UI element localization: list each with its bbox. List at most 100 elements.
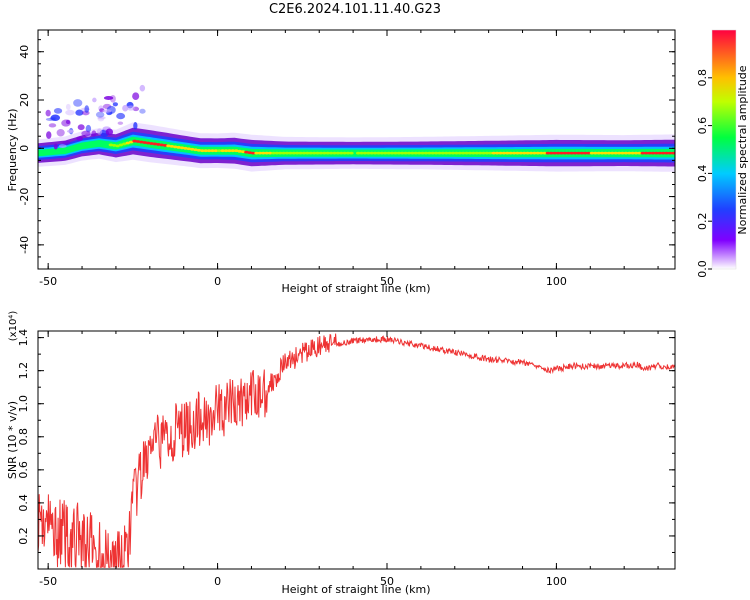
heatmap-peak-cell xyxy=(308,151,313,155)
heatmap-peak-cell xyxy=(156,143,161,146)
heatmap-noise-blob xyxy=(61,119,71,127)
heatmap-peak-cell xyxy=(416,151,422,155)
heatmap-noise-blob xyxy=(81,130,91,137)
heatmap-noise-blob xyxy=(85,124,92,133)
heatmap-peak-cell xyxy=(322,151,327,155)
heatmap-x-tick-label: 50 xyxy=(380,275,394,288)
heatmap-peak-cell xyxy=(620,151,625,155)
heatmap-peak-cell xyxy=(152,142,158,146)
heatmap-peak-cell xyxy=(240,150,246,154)
heatmap-peak-cell xyxy=(410,151,415,155)
snr-frame xyxy=(37,330,676,570)
snr-y-tick-label: 0.2 xyxy=(17,527,30,545)
colorbar-ticks: 0.0 0.2 0.4 0.6 0.8 xyxy=(696,69,712,278)
heatmap-y-axis: -40 -20 0 20 40 xyxy=(18,39,675,270)
heatmap-peak-cell xyxy=(654,151,659,155)
heatmap-peak-cell xyxy=(176,145,181,149)
heatmap-peak-cell xyxy=(403,151,408,155)
heatmap-x-axis: -50 0 50 100 xyxy=(39,30,659,288)
heatmap-peak-cell xyxy=(186,147,191,151)
heatmap-noise-blob xyxy=(116,112,126,120)
heatmap-peak-cell xyxy=(528,151,534,155)
snr-x-tick-label: 100 xyxy=(546,575,567,588)
heatmap-peak-cell xyxy=(474,151,479,155)
heatmap-noise-blob xyxy=(84,105,90,113)
heatmap-peak-cell xyxy=(122,142,127,146)
heatmap-peak-cell xyxy=(328,151,334,155)
snr-series-line xyxy=(38,333,675,568)
heatmap-peak-cell xyxy=(203,149,208,153)
heatmap-peak-cell xyxy=(250,151,256,155)
heatmap-noise-blob xyxy=(96,128,103,135)
snr-y-tick-label: 0.6 xyxy=(17,461,30,479)
snr-x-axis: -50 0 50 100 xyxy=(39,331,659,588)
heatmap-noise-blob xyxy=(139,84,146,92)
heatmap-peak-cell xyxy=(393,151,398,155)
heatmap-y-tick-label: -20 xyxy=(18,188,31,206)
heatmap-peak-cell xyxy=(599,151,605,155)
heatmap-peak-cell xyxy=(457,151,463,155)
heatmap-peak-cell xyxy=(335,151,341,155)
heatmap-noise-blob xyxy=(126,105,135,111)
heatmap-noise-blob xyxy=(65,109,75,116)
heatmap-peak-cell xyxy=(630,151,635,155)
heatmap-peak-cell xyxy=(589,151,595,155)
heatmap-peak-cell xyxy=(467,151,473,155)
heatmap-y-tick-label: 0 xyxy=(18,145,31,152)
heatmap-peak-cell xyxy=(271,151,276,155)
heatmap-layer xyxy=(38,84,675,172)
heatmap-peak-cell xyxy=(135,140,141,143)
heatmap-peak-cell xyxy=(139,140,144,144)
heatmap-peak-cell xyxy=(179,146,185,150)
heatmap-frame xyxy=(37,29,676,270)
heatmap-peak-cell xyxy=(647,151,652,155)
snr-y-multiplier: (x10⁴) xyxy=(8,311,19,342)
snr-y-tick-label: 1.0 xyxy=(17,395,30,413)
heatmap-peak-cell xyxy=(464,151,469,155)
heatmap-peak-cell xyxy=(369,151,374,155)
heatmap-peak-cell xyxy=(650,151,656,155)
heatmap-noise-blob xyxy=(62,140,71,145)
heatmap-peak-cell xyxy=(583,151,588,155)
heatmap-noise-blob xyxy=(73,99,83,107)
snr-y-axis: 0.2 0.4 0.6 0.8 1.0 1.2 1.4 xyxy=(17,329,675,553)
heatmap-peak-cell xyxy=(166,144,171,148)
heatmap-peak-cell xyxy=(196,148,202,152)
snr-plot-area xyxy=(38,333,675,568)
heatmap-x-tick-label: -50 xyxy=(39,275,57,288)
heatmap-peak-cell xyxy=(284,151,290,155)
heatmap-peak-cell xyxy=(555,151,561,155)
snr-x-label: Height of straight line (km) xyxy=(281,583,430,596)
heatmap-peak-cell xyxy=(437,151,442,155)
heatmap-peak-cell xyxy=(640,151,646,155)
heatmap-peak-cell xyxy=(461,151,466,155)
heatmap-peak-cell xyxy=(562,151,568,155)
heatmap-peak-cell xyxy=(389,151,395,155)
heatmap-peak-cell xyxy=(325,151,330,155)
heatmap-peak-cell xyxy=(193,148,198,152)
heatmap-peak-cell xyxy=(586,151,591,155)
heatmap-peak-cell xyxy=(498,151,503,155)
heatmap-peak-cell xyxy=(549,151,554,155)
heatmap-peak-cell xyxy=(173,145,178,149)
heatmap-peak-cell xyxy=(278,151,283,155)
heatmap-peak-cell xyxy=(471,151,476,155)
heatmap-peak-cell xyxy=(552,151,557,155)
heatmap-peak-cell xyxy=(244,150,249,154)
heatmap-noise-blob xyxy=(133,121,138,130)
heatmap-noise-blob xyxy=(45,109,51,117)
heatmap-peak-cell xyxy=(345,151,351,155)
heatmap-peak-cell xyxy=(396,151,402,155)
heatmap-peak-cell xyxy=(298,151,303,155)
heatmap-peak-cell xyxy=(217,149,222,153)
heatmap-y-tick-label: 40 xyxy=(18,45,31,59)
snr-y-tick-label: 0.8 xyxy=(17,428,30,446)
heatmap-peak-cell xyxy=(494,151,500,155)
heatmap-noise-blob xyxy=(50,114,61,121)
heatmap-peak-cell xyxy=(440,151,446,155)
heatmap-peak-cell xyxy=(332,151,337,155)
heatmap-peak-cell xyxy=(596,151,601,155)
heatmap-peak-cell xyxy=(420,151,425,155)
heatmap-peak-cell xyxy=(274,151,280,155)
